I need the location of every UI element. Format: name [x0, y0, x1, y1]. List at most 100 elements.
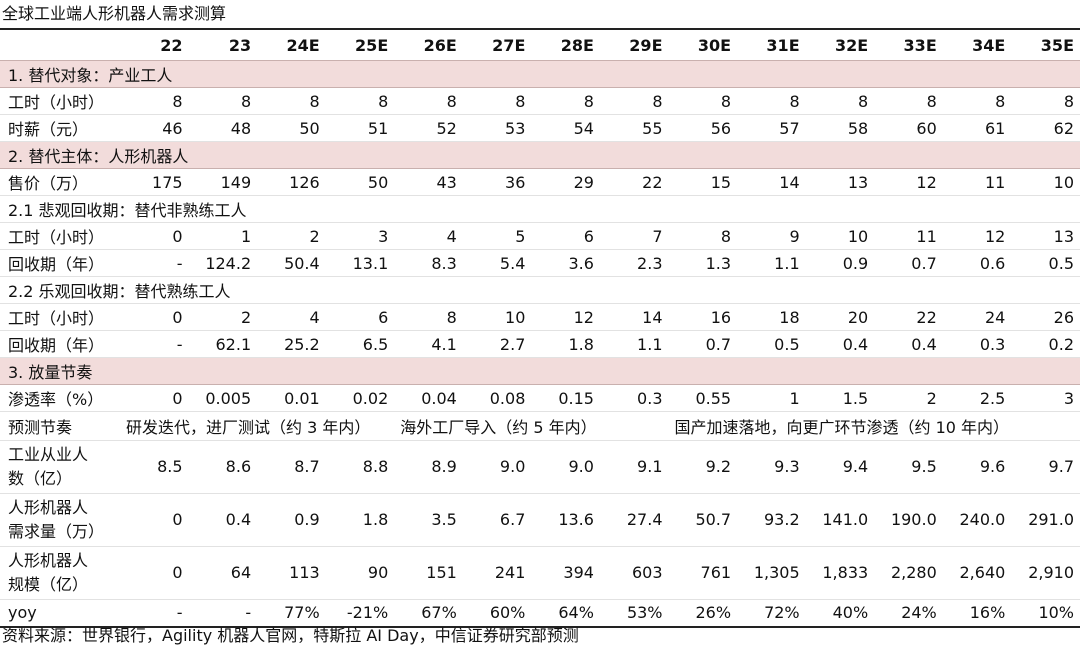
table-cell: 72%: [737, 599, 806, 628]
table-cell: 175: [120, 168, 189, 196]
table-row: 工业从业人 数（亿） 8.5 8.6 8.7 8.8 8.9 9.0 9.0 9.1 9.2 9.3…: [0, 440, 1080, 494]
table-cell: 8.5: [120, 440, 189, 494]
table-cell: 8: [394, 87, 463, 115]
table-cell: 14: [737, 168, 806, 196]
table-cell: 26%: [668, 599, 738, 628]
table-cell: 8: [325, 87, 395, 115]
table-cell: 1.8: [325, 493, 395, 547]
table-cell: 25.2: [257, 330, 326, 358]
year-header: 32E: [834, 35, 869, 55]
table-cell: 0.4: [874, 330, 943, 358]
year-header: 34E: [972, 35, 1006, 55]
table-cell: 9.2: [668, 440, 738, 494]
table-cell: 56: [668, 114, 738, 142]
table-row: 时薪（元） 46 48 50 51 52 53 54 55 56 57 58 60 61 62: [0, 114, 1080, 142]
table-cell: 8.7: [257, 440, 326, 494]
table-row: 人形机器人 规模（亿） 0 64 113 90 151 241 394 603 761 1,305 1…: [0, 546, 1080, 600]
table-cell: 54: [531, 114, 600, 142]
table-cell: 4: [394, 222, 463, 250]
table-cell: 8.3: [394, 249, 463, 277]
table-cell: 0.08: [462, 384, 532, 412]
table-cell: 12: [531, 303, 600, 331]
table-cell: 64%: [531, 599, 600, 628]
table-cell: 22: [599, 168, 669, 196]
table-cell: 8: [805, 87, 875, 115]
row-label-line1: 人形机器人: [8, 498, 89, 517]
table-cell: 1,833: [805, 546, 875, 600]
table-row: 回收期（年） -124.2 50.4 13.1 8.3 5.4 3.6 2.3 1.3 1.1 0…: [0, 249, 1080, 277]
year-header: 30E: [697, 35, 732, 55]
table-cell: 6.7: [462, 493, 532, 547]
table-cell: 9.1: [599, 440, 669, 494]
table-cell: 8: [531, 87, 600, 115]
table-cell: 0.7: [668, 330, 738, 358]
table-cell: 10: [1011, 168, 1080, 196]
table-cell: 9.6: [942, 440, 1012, 494]
row-label-line1: 人形机器人: [8, 551, 89, 570]
table-cell: 2,280: [874, 546, 943, 600]
table-cell: 5: [462, 222, 532, 250]
table-cell: 67%: [394, 599, 463, 628]
table-cell: 13.1: [325, 249, 395, 277]
table-cell: 0: [120, 303, 189, 331]
table-cell: 8.6: [188, 440, 258, 494]
year-header: 26E: [423, 35, 457, 55]
table-cell: 8: [942, 87, 1012, 115]
table-cell: 62.1: [188, 330, 258, 358]
table-cell: 43: [394, 168, 463, 196]
table-cell: 6.5: [325, 330, 395, 358]
table-cell: 60: [874, 114, 943, 142]
table-cell: 90: [325, 546, 395, 600]
table-cell: 113: [257, 546, 326, 600]
table-cell: 13.6: [531, 493, 600, 547]
table-cell: 16: [668, 303, 738, 331]
table-cell: 2,640: [942, 546, 1012, 600]
subsection-row: 2.1 悲观回收期：替代非熟练工人: [0, 195, 1080, 223]
table-cell: 53: [462, 114, 532, 142]
row-label: 人形机器人 需求量（万）: [0, 493, 120, 547]
table-cell: 3.5: [394, 493, 463, 547]
table-cell: 3: [1011, 384, 1080, 412]
table-cell: 0.7: [874, 249, 943, 277]
table-cell: 9.3: [737, 440, 806, 494]
header-corner: [0, 29, 120, 61]
table-cell: 0.5: [737, 330, 806, 358]
table-cell: 15: [668, 168, 738, 196]
row-label-line1: 工业从业人: [8, 445, 89, 464]
row-label: 预测节奏: [0, 411, 120, 441]
table-cell: -: [120, 330, 189, 358]
table-cell: 48: [188, 114, 258, 142]
year-header: 23: [228, 35, 252, 55]
table-cell: 40%: [805, 599, 875, 628]
subsection-title: 2.1 悲观回收期：替代非熟练工人: [0, 195, 1080, 223]
table-cell: 9.0: [531, 440, 600, 494]
row-label: 回收期（年）: [0, 330, 120, 358]
table-cell: 0.02: [325, 384, 395, 412]
table-cell: 24: [942, 303, 1012, 331]
table-cell: 2.7: [462, 330, 532, 358]
year-header: 33E: [903, 35, 937, 55]
table-cell: 20: [805, 303, 875, 331]
table-cell: 6: [325, 303, 395, 331]
table-cell: 64: [188, 546, 258, 600]
table-cell: 50.7: [668, 493, 738, 547]
table-cell: 1.5: [805, 384, 875, 412]
table-cell: 761: [668, 546, 738, 600]
table-cell: 58: [805, 114, 875, 142]
section-row: 2. 替代主体：人形机器人: [0, 141, 1080, 169]
table-cell: 2: [257, 222, 326, 250]
table-cell: 8: [462, 87, 532, 115]
table-cell: 8.8: [325, 440, 395, 494]
table-cell: 4.1: [394, 330, 463, 358]
table-cell: 0.6: [942, 249, 1012, 277]
table-cell: 3: [325, 222, 395, 250]
table-cell: 46: [120, 114, 189, 142]
year-header: 28E: [560, 35, 594, 55]
phase-row: 预测节奏 研发迭代，进厂测试（约 3 年内） 海外工厂导入（约 5 年内） 国产…: [0, 411, 1080, 441]
row-label: 人形机器人 规模（亿）: [0, 546, 120, 600]
row-label: 工业从业人 数（亿）: [0, 440, 120, 494]
table-cell: 1.3: [668, 249, 738, 277]
table-cell: 13: [1011, 222, 1080, 250]
table-cell: 241: [462, 546, 532, 600]
table-cell: 8: [257, 87, 326, 115]
